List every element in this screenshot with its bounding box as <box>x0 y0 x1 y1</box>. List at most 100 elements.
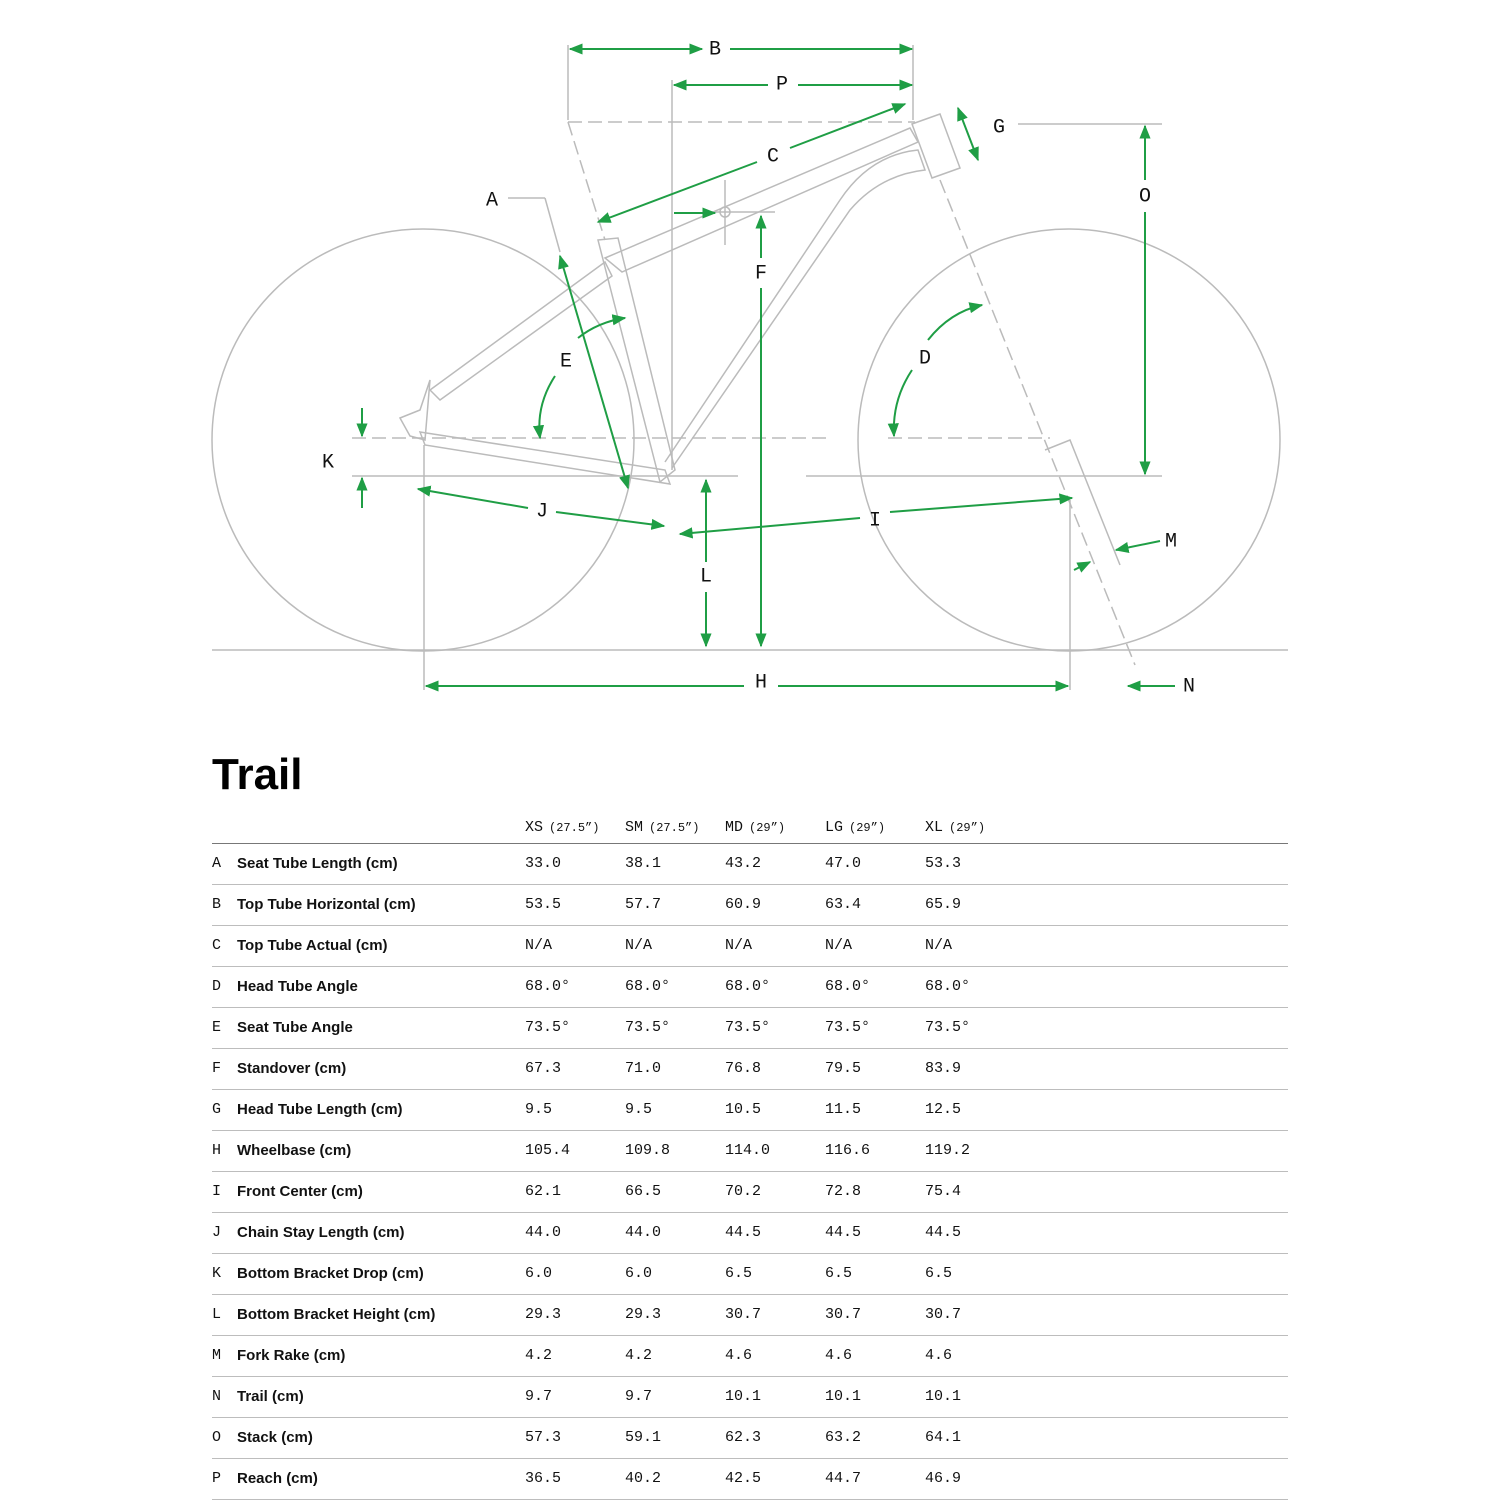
column-header: SM (27.5”) <box>625 812 699 844</box>
dim-label: D <box>919 347 931 370</box>
value-cell: 44.5 <box>825 1224 862 1241</box>
dim-label: L <box>700 565 712 588</box>
header-row: XS (27.5”) SM (27.5”) MD (29”) LG (29”) XL (29”) <box>212 812 1288 844</box>
row-letter: F <box>212 1060 222 1077</box>
table-row: I Front Center (cm) 62.1 66.5 70.2 72.8 75.4 <box>212 1172 1288 1213</box>
row-letter: A <box>212 855 222 872</box>
value-cell: 47.0 <box>825 855 862 872</box>
value-cell: 59.1 <box>625 1429 662 1446</box>
value-cell: 43.2 <box>725 855 762 872</box>
value-cell: 62.1 <box>525 1183 562 1200</box>
bike-outline <box>211 45 1288 690</box>
value-cell: 71.0 <box>625 1060 662 1077</box>
dim-label: N <box>1183 675 1195 698</box>
value-cell: 4.2 <box>525 1347 553 1364</box>
dim-label: K <box>322 451 334 474</box>
row-name: Trail (cm) <box>237 1388 304 1405</box>
wheel-size: (29”) <box>949 821 986 835</box>
table-row: G Head Tube Length (cm) 9.5 9.5 10.5 11.5 12.5 <box>212 1090 1288 1131</box>
value-cell: 73.5° <box>725 1019 771 1036</box>
row-name: Fork Rake (cm) <box>237 1347 346 1364</box>
value-cell: 116.6 <box>825 1142 871 1159</box>
row-letter: J <box>212 1224 222 1241</box>
wheel-size: (29”) <box>749 821 786 835</box>
value-cell: 6.5 <box>725 1265 753 1282</box>
dim-label: C <box>767 145 779 168</box>
value-cell: 70.2 <box>725 1183 762 1200</box>
wheel-size: (27.5”) <box>649 821 700 835</box>
row-letter: K <box>212 1265 222 1282</box>
row-letter: B <box>212 896 222 913</box>
value-cell: 6.5 <box>825 1265 853 1282</box>
value-cell: 109.8 <box>625 1142 671 1159</box>
column-header: LG (29”) <box>825 812 885 844</box>
dim-label: I <box>869 509 881 532</box>
table-row: L Bottom Bracket Height (cm) 29.3 29.3 30.7 3… <box>212 1295 1288 1336</box>
dimension-arrows <box>356 43 1175 692</box>
dim-label: M <box>1165 530 1177 553</box>
dim-label: B <box>709 38 721 61</box>
value-cell: 72.8 <box>825 1183 862 1200</box>
value-cell: 114.0 <box>725 1142 771 1159</box>
table-row: H Wheelbase (cm) 105.4 109.8 114.0 116.6 119.2 <box>212 1131 1288 1172</box>
value-cell: 53.3 <box>925 855 962 872</box>
size-label: LG <box>825 819 844 836</box>
value-cell: 68.0° <box>825 978 871 995</box>
dim-label: H <box>755 671 767 694</box>
value-cell: 64.1 <box>925 1429 962 1446</box>
value-cell: 44.0 <box>625 1224 662 1241</box>
value-cell: 4.6 <box>725 1347 753 1364</box>
row-letter: D <box>212 978 222 995</box>
value-cell: 68.0° <box>925 978 971 995</box>
value-cell: 44.7 <box>825 1470 862 1487</box>
value-cell: 10.1 <box>825 1388 862 1405</box>
column-header: XL (29”) <box>925 812 985 844</box>
value-cell: 44.0 <box>525 1224 562 1241</box>
table-row: O Stack (cm) 57.3 59.1 62.3 63.2 64.1 <box>212 1418 1288 1459</box>
row-letter: P <box>212 1470 222 1487</box>
table-row: B Top Tube Horizontal (cm) 53.5 57.7 60.9 63.… <box>212 885 1288 926</box>
wheel-size: (27.5”) <box>549 821 600 835</box>
value-cell: 53.5 <box>525 896 562 913</box>
value-cell: 76.8 <box>725 1060 762 1077</box>
row-letter: I <box>212 1183 222 1200</box>
row-name: Seat Tube Length (cm) <box>237 855 398 872</box>
dim-label: J <box>536 500 548 523</box>
row-name: Head Tube Angle <box>237 978 358 995</box>
table-row: A Seat Tube Length (cm) 33.0 38.1 43.2 47.0 53… <box>212 844 1288 885</box>
value-cell: 10.5 <box>725 1101 762 1118</box>
value-cell: 9.7 <box>525 1388 553 1405</box>
row-letter: H <box>212 1142 222 1159</box>
row-letter: E <box>212 1019 222 1036</box>
value-cell: 6.0 <box>525 1265 553 1282</box>
size-label: XS <box>525 819 544 836</box>
value-cell: 33.0 <box>525 855 562 872</box>
row-name: Chain Stay Length (cm) <box>237 1224 405 1241</box>
value-cell: 65.9 <box>925 896 962 913</box>
dim-label: G <box>993 116 1005 139</box>
value-cell: 79.5 <box>825 1060 862 1077</box>
row-name: Seat Tube Angle <box>237 1019 353 1036</box>
value-cell: 68.0° <box>525 978 571 995</box>
wheel-size: (29”) <box>849 821 886 835</box>
value-cell: 73.5° <box>625 1019 671 1036</box>
table-row: K Bottom Bracket Drop (cm) 6.0 6.0 6.5 6.5 6.5 <box>212 1254 1288 1295</box>
value-cell: 57.7 <box>625 896 662 913</box>
row-name: Stack (cm) <box>237 1429 313 1446</box>
table-row: P Reach (cm) 36.5 40.2 42.5 44.7 46.9 <box>212 1459 1288 1500</box>
table-row: N Trail (cm) 9.7 9.7 10.1 10.1 10.1 <box>212 1377 1288 1418</box>
geometry-table: XS (27.5”) SM (27.5”) MD (29”) LG (29”) XL (29”) A… <box>212 812 1288 1500</box>
geometry-diagram: A B C D E F G H I J K L M N O P <box>211 38 1288 698</box>
dim-label: A <box>486 189 498 212</box>
value-cell: N/A <box>625 937 653 954</box>
value-cell: 9.5 <box>525 1101 553 1118</box>
row-letter: O <box>212 1429 222 1446</box>
value-cell: 30.7 <box>925 1306 962 1323</box>
value-cell: 4.2 <box>625 1347 653 1364</box>
value-cell: 105.4 <box>525 1142 571 1159</box>
row-name: Reach (cm) <box>237 1470 318 1487</box>
value-cell: 73.5° <box>825 1019 871 1036</box>
row-letter: G <box>212 1101 222 1118</box>
value-cell: 63.4 <box>825 896 862 913</box>
table-row: F Standover (cm) 67.3 71.0 76.8 79.5 83.9 <box>212 1049 1288 1090</box>
